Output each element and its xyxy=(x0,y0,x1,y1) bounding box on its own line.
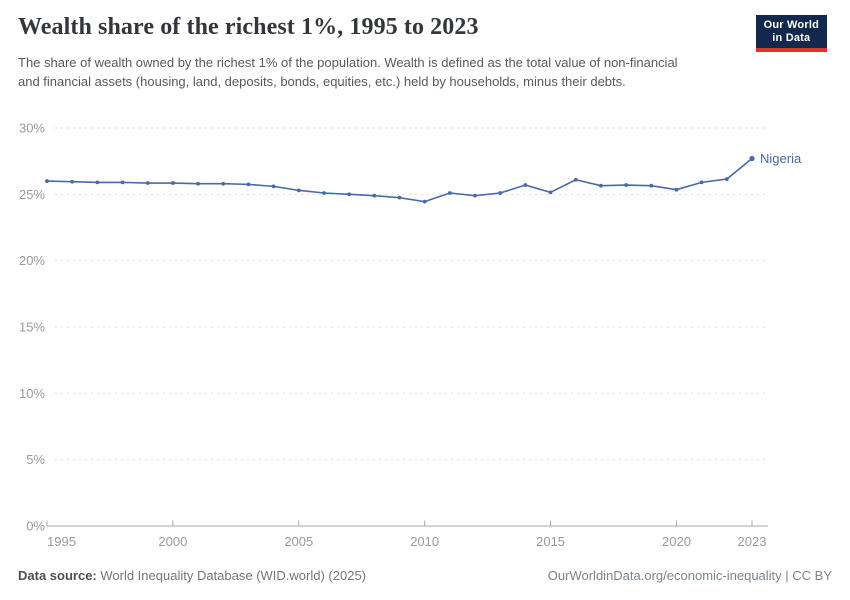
chart-footer: Data source: World Inequality Database (… xyxy=(18,568,832,583)
data-source-value: World Inequality Database (WID.world) (2… xyxy=(96,568,367,583)
data-point-marker[interactable] xyxy=(372,193,377,198)
data-point-marker[interactable] xyxy=(473,193,477,198)
data-point-marker[interactable] xyxy=(397,195,402,200)
owid-logo[interactable]: Our World in Data xyxy=(755,15,827,52)
x-axis-tick-label: 2020 xyxy=(662,534,691,549)
y-axis-tick-label: 20% xyxy=(19,253,45,268)
data-point-marker[interactable] xyxy=(45,179,49,183)
x-axis-tick-label: 2000 xyxy=(158,534,187,549)
data-point-marker[interactable] xyxy=(523,183,528,187)
data-point-marker[interactable] xyxy=(120,180,125,185)
data-point-marker[interactable] xyxy=(724,177,729,181)
data-point-marker[interactable] xyxy=(296,188,301,193)
series-end-label: Nigeria xyxy=(760,151,802,166)
data-point-marker[interactable] xyxy=(699,180,704,185)
data-source-label: Data source: xyxy=(18,568,97,583)
logo-line-1: Our World xyxy=(763,19,819,31)
data-source: Data source: World Inequality Database (… xyxy=(18,568,366,583)
data-point-marker[interactable] xyxy=(447,191,452,195)
data-point-marker[interactable] xyxy=(95,180,100,185)
data-point-marker[interactable] xyxy=(624,183,629,187)
data-point-marker[interactable] xyxy=(749,155,755,162)
data-point-marker[interactable] xyxy=(422,199,427,204)
data-point-marker[interactable] xyxy=(170,181,175,185)
y-axis-tick-label: 15% xyxy=(19,320,45,335)
data-point-marker[interactable] xyxy=(599,183,603,188)
data-point-marker[interactable] xyxy=(498,191,503,195)
data-point-marker[interactable] xyxy=(70,179,75,184)
data-point-marker[interactable] xyxy=(573,177,578,182)
x-axis-tick-label: 2010 xyxy=(410,534,439,549)
chart-subtitle: The share of wealth owned by the richest… xyxy=(18,55,678,89)
data-point-marker[interactable] xyxy=(674,187,679,192)
data-point-marker[interactable] xyxy=(649,183,654,188)
y-axis-tick-label: 30% xyxy=(19,121,45,136)
origin-url-link[interactable]: OurWorldinData.org/economic-inequality |… xyxy=(547,568,832,583)
y-axis-tick-label: 10% xyxy=(19,386,45,401)
data-point-marker[interactable] xyxy=(145,181,150,185)
data-point-marker[interactable] xyxy=(196,181,200,186)
data-point-marker[interactable] xyxy=(347,192,352,197)
series-line[interactable] xyxy=(46,157,753,203)
logo-line-2: in Data xyxy=(772,32,811,44)
data-point-marker[interactable] xyxy=(246,182,251,187)
y-axis-tick-label: 25% xyxy=(19,187,45,202)
data-point-marker[interactable] xyxy=(548,190,553,195)
data-point-marker[interactable] xyxy=(221,181,226,186)
y-axis-tick-label: 0% xyxy=(26,519,45,534)
chart-title: Wealth share of the richest 1%, 1995 to … xyxy=(18,14,479,40)
x-axis-tick-label: 1995 xyxy=(47,534,76,549)
data-point-marker[interactable] xyxy=(271,184,276,189)
x-axis-tick-label: 2015 xyxy=(536,534,565,549)
x-axis-tick-label: 2023 xyxy=(738,534,767,549)
data-point-marker[interactable] xyxy=(322,191,326,195)
y-axis-tick-label: 5% xyxy=(26,452,45,467)
x-axis-tick-label: 2005 xyxy=(284,534,313,549)
